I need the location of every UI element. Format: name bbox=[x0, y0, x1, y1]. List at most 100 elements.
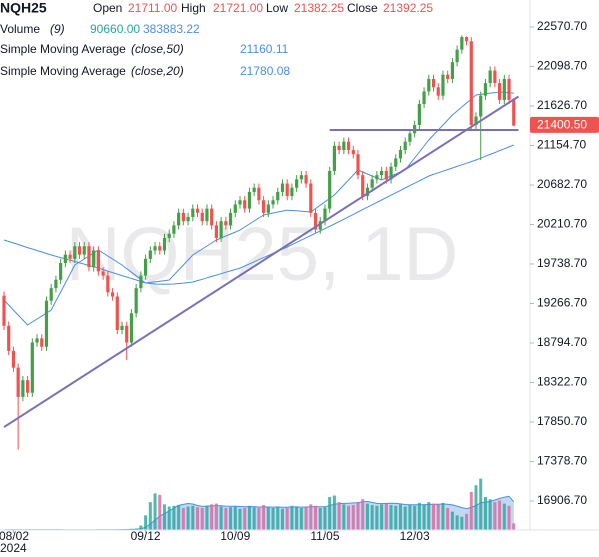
candle-body bbox=[162, 237, 167, 251]
candle-body bbox=[304, 175, 308, 184]
candle-body bbox=[2, 295, 6, 326]
volume-bar bbox=[351, 505, 355, 530]
candle-body bbox=[68, 254, 72, 259]
volume-bar bbox=[200, 508, 204, 530]
candle-body bbox=[280, 183, 285, 192]
candle-body bbox=[63, 254, 67, 264]
volume-bar bbox=[181, 508, 185, 530]
y-tick-label: 19738.70 bbox=[537, 256, 587, 270]
candle-body bbox=[346, 141, 351, 151]
ohlc-value: 21392.25 bbox=[383, 1, 433, 15]
volume-bar bbox=[309, 504, 313, 530]
volume-bar bbox=[323, 507, 327, 530]
candle-body bbox=[233, 204, 237, 213]
volume-bar bbox=[134, 528, 138, 530]
candle-body bbox=[214, 225, 218, 238]
volume-bar bbox=[408, 505, 412, 530]
volume-bar bbox=[488, 499, 492, 530]
candle-body bbox=[210, 208, 214, 226]
volume-bar bbox=[233, 506, 237, 530]
candle-body bbox=[243, 200, 247, 209]
ma-legend-name: Simple Moving Average bbox=[0, 42, 126, 56]
candle-body bbox=[148, 250, 152, 259]
candle-body bbox=[205, 208, 209, 222]
candle-body bbox=[26, 380, 30, 393]
candle-body bbox=[299, 175, 303, 180]
candle-body bbox=[153, 246, 157, 251]
candle-body bbox=[328, 170, 332, 209]
candle-body bbox=[422, 91, 426, 105]
volume-legend-params: (9) bbox=[50, 22, 65, 36]
candle-body bbox=[455, 49, 459, 63]
candle-body bbox=[238, 200, 242, 205]
volume-bar bbox=[512, 523, 516, 530]
volume-bar bbox=[483, 497, 487, 530]
candle-body bbox=[431, 78, 436, 88]
candle-body bbox=[356, 154, 360, 176]
y-tick-label: 21154.70 bbox=[537, 138, 586, 152]
candle-body bbox=[365, 187, 370, 197]
volume-bar bbox=[271, 508, 275, 530]
candle-body bbox=[479, 95, 483, 117]
candle-body bbox=[318, 221, 322, 230]
candle-body bbox=[172, 225, 176, 234]
volume-bar bbox=[455, 515, 459, 530]
volume-bar bbox=[450, 511, 454, 530]
volume-bar bbox=[479, 478, 483, 530]
candle-body bbox=[403, 141, 407, 151]
volume-bar bbox=[280, 508, 284, 530]
volume-bar bbox=[465, 513, 469, 530]
candle-body bbox=[309, 183, 313, 213]
candle-body bbox=[59, 263, 63, 280]
candle-body bbox=[375, 175, 379, 180]
volume-bar bbox=[502, 503, 506, 530]
candle-body bbox=[285, 183, 289, 197]
candle-body bbox=[384, 170, 388, 180]
y-tick-label: 19266.70 bbox=[537, 296, 587, 310]
volume-bar bbox=[342, 504, 346, 530]
candle-body bbox=[313, 212, 318, 230]
candle-body bbox=[195, 208, 200, 213]
candle-body bbox=[49, 288, 53, 301]
volume-bar bbox=[474, 485, 478, 530]
candle-body bbox=[110, 292, 115, 297]
candle-body bbox=[87, 246, 91, 268]
volume-bar bbox=[276, 506, 280, 530]
volume-bar bbox=[191, 505, 195, 530]
candle-body bbox=[450, 62, 454, 79]
ohlc-value: 21382.25 bbox=[294, 1, 344, 15]
candle-body bbox=[469, 41, 473, 125]
volume-bar bbox=[229, 507, 233, 530]
volume-bar bbox=[441, 502, 445, 530]
trendline bbox=[3, 95, 520, 428]
candle-body bbox=[186, 217, 190, 222]
candle-body bbox=[73, 246, 77, 259]
candle-body bbox=[82, 246, 86, 255]
volume-ma-legend-value: 383883.22 bbox=[143, 22, 200, 36]
candle-body bbox=[120, 325, 124, 330]
x-tick-label: 08/02 bbox=[0, 529, 29, 543]
x-tick-label: 10/09 bbox=[220, 529, 250, 543]
candle-body bbox=[77, 246, 82, 255]
candle-body bbox=[502, 78, 506, 100]
year-label: 2024 bbox=[0, 541, 27, 555]
candle-body bbox=[380, 170, 384, 176]
volume-bar bbox=[238, 508, 242, 530]
volume-bar bbox=[356, 502, 360, 530]
volume-bar bbox=[290, 505, 294, 530]
ma-legend-params: (close,20) bbox=[131, 64, 184, 78]
volume-bar bbox=[247, 505, 251, 530]
candle-body bbox=[276, 191, 280, 201]
volume-bar bbox=[460, 516, 464, 530]
y-tick-label: 18322.70 bbox=[537, 375, 587, 389]
candle-body bbox=[200, 212, 204, 222]
volume-bar bbox=[214, 503, 218, 530]
volume-bar bbox=[337, 502, 341, 530]
candle-body bbox=[44, 300, 49, 347]
candle-body bbox=[361, 175, 365, 197]
candle-body bbox=[266, 204, 270, 213]
candle-body bbox=[323, 208, 327, 222]
candle-body bbox=[295, 179, 299, 188]
candle-body bbox=[441, 74, 445, 96]
